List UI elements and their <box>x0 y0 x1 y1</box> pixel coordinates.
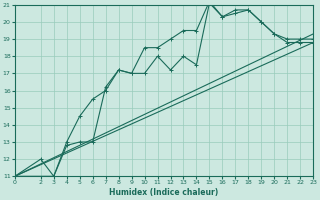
X-axis label: Humidex (Indice chaleur): Humidex (Indice chaleur) <box>109 188 219 197</box>
